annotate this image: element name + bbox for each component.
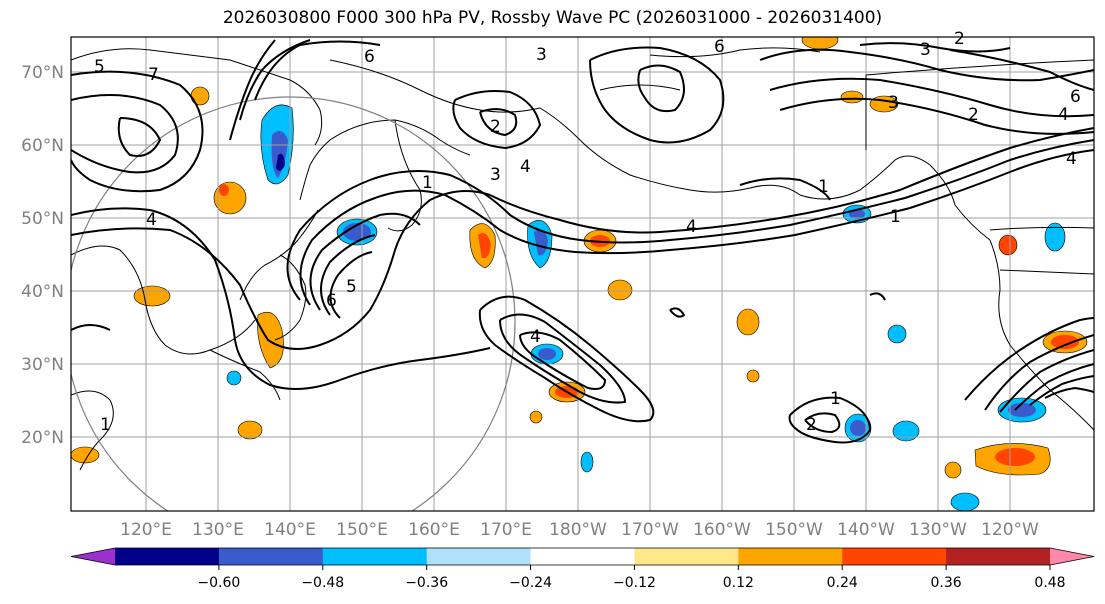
colorbar-extend-low (71, 548, 115, 565)
contour-label: 5 (94, 57, 105, 77)
map-background (71, 37, 1094, 511)
anomaly-positive-patch (213, 181, 247, 215)
lon-label: 160°W (693, 520, 751, 540)
lon-label: 170°W (621, 520, 679, 540)
colorbar-tick-label: −0.60 (197, 575, 240, 591)
anomaly-negative-patch (950, 492, 980, 511)
anomaly-negative-patch (887, 324, 907, 344)
anomaly-negative-patch (1044, 222, 1066, 252)
contour-label: 3 (888, 93, 899, 113)
contour-label: 2 (954, 29, 965, 49)
lon-label: 130°W (909, 520, 967, 540)
anomaly-positive-patch (801, 37, 839, 50)
lon-label: 130°E (192, 520, 244, 540)
colorbar-tick-label: 0.12 (723, 575, 754, 591)
latitude-labels: 70°N 60°N 50°N 40°N 30°N 20°N (21, 63, 64, 448)
anomaly-negative-patch (226, 370, 242, 386)
lat-label: 40°N (21, 282, 64, 302)
anomaly-positive-patch (133, 285, 171, 307)
lon-label: 140°W (837, 520, 895, 540)
anomaly-positive-patch (736, 308, 760, 336)
gridlines (71, 37, 1094, 511)
lat-label: 20°N (21, 428, 64, 448)
lon-label: 160°E (408, 520, 460, 540)
map-title: 2026030800 F000 300 hPa PV, Rossby Wave … (222, 8, 883, 28)
contour-label: 3 (920, 40, 931, 60)
contour-label: 3 (490, 165, 501, 185)
contour-label: 1 (100, 415, 111, 435)
lon-label: 150°W (765, 520, 823, 540)
lat-label: 30°N (21, 355, 64, 375)
colorbar-segment (738, 548, 843, 565)
lat-label: 60°N (21, 136, 64, 156)
colorbar-tick-label: 0.36 (931, 575, 962, 591)
anomaly-negative-patch (580, 451, 594, 473)
contour-label: 1 (830, 389, 841, 409)
colorbar-segment (842, 548, 947, 565)
contour-label: 1 (818, 177, 829, 197)
anomaly-positive-patch (998, 234, 1018, 256)
contour-label: 6 (714, 37, 725, 57)
contour-label: 4 (686, 217, 697, 237)
contour-label: 4 (146, 210, 157, 230)
colorbar-tick-label: 0.48 (1034, 575, 1065, 591)
lon-label: 150°E (336, 520, 388, 540)
contour-label: 7 (148, 65, 159, 85)
lat-label: 50°N (21, 209, 64, 229)
colorbar-segment (530, 548, 635, 565)
colorbar-tick-label: −0.36 (405, 575, 448, 591)
anomaly-negative-patch (892, 420, 920, 442)
anomaly-positive-patch (944, 461, 962, 479)
colorbar-tick-label: −0.12 (613, 575, 656, 591)
anomaly-patches (71, 37, 1088, 511)
pv-contours (71, 39, 1094, 444)
anomaly-positive-patch (607, 279, 633, 301)
colorbar-segment (946, 548, 1051, 565)
colorbar-tick-label: −0.24 (509, 575, 552, 591)
colorbar-segment (115, 548, 220, 565)
reference-circle (71, 96, 516, 511)
contour-label: 2 (806, 415, 817, 435)
anomaly-positive-patch (840, 90, 864, 104)
lon-label: 140°E (264, 520, 316, 540)
colorbar-segment (426, 548, 532, 565)
contour-label: 6 (326, 291, 337, 311)
colorbar-segment (634, 548, 739, 565)
contour-label: 4 (520, 157, 531, 177)
contour-label: 2 (968, 105, 979, 125)
anomaly-positive-patch (257, 311, 284, 369)
colorbar-tick-label: −0.48 (301, 575, 344, 591)
contour-label: 2 (490, 117, 501, 137)
longitude-labels: 120°E 130°E 140°E 150°E 160°E 170°E 180°… (120, 520, 1039, 540)
colorbar-segment (322, 548, 428, 565)
contour-label: 6 (1070, 87, 1081, 107)
anomaly-positive-patch (71, 446, 100, 464)
contour-label: 4 (1066, 149, 1077, 169)
anomaly-positive-patch (237, 420, 263, 440)
contour-labels: 5 7 6 4 6 2 3 4 1 2 1 1 3 3 4 5 6 6 4 4 … (94, 29, 1081, 435)
contour-label: 3 (536, 45, 547, 65)
lon-label: 120°W (981, 520, 1039, 540)
contour-label: 4 (1058, 105, 1069, 125)
contour-label: 5 (346, 277, 357, 297)
contour-label: 6 (364, 47, 375, 67)
anomaly-positive-patch (529, 410, 543, 424)
contour-label: 1 (890, 207, 901, 227)
lon-label: 120°E (120, 520, 172, 540)
map-frame (70, 36, 1095, 512)
coastlines (71, 47, 1094, 471)
anomaly-positive-patch (190, 86, 210, 106)
colorbar-tick-label: 0.24 (827, 575, 858, 591)
lon-label: 180°W (549, 520, 607, 540)
lon-label: 170°E (480, 520, 532, 540)
colorbar: −0.60 −0.48 −0.36 −0.24 −0.12 0.12 0.24 0.36 0.4… (70, 547, 1095, 591)
colorbar-segment (218, 548, 324, 565)
lat-label: 70°N (21, 63, 64, 83)
contour-label: 1 (422, 173, 433, 193)
colorbar-extend-high (1050, 548, 1094, 565)
anomaly-positive-patch (746, 369, 760, 383)
contour-label: 4 (530, 327, 541, 347)
